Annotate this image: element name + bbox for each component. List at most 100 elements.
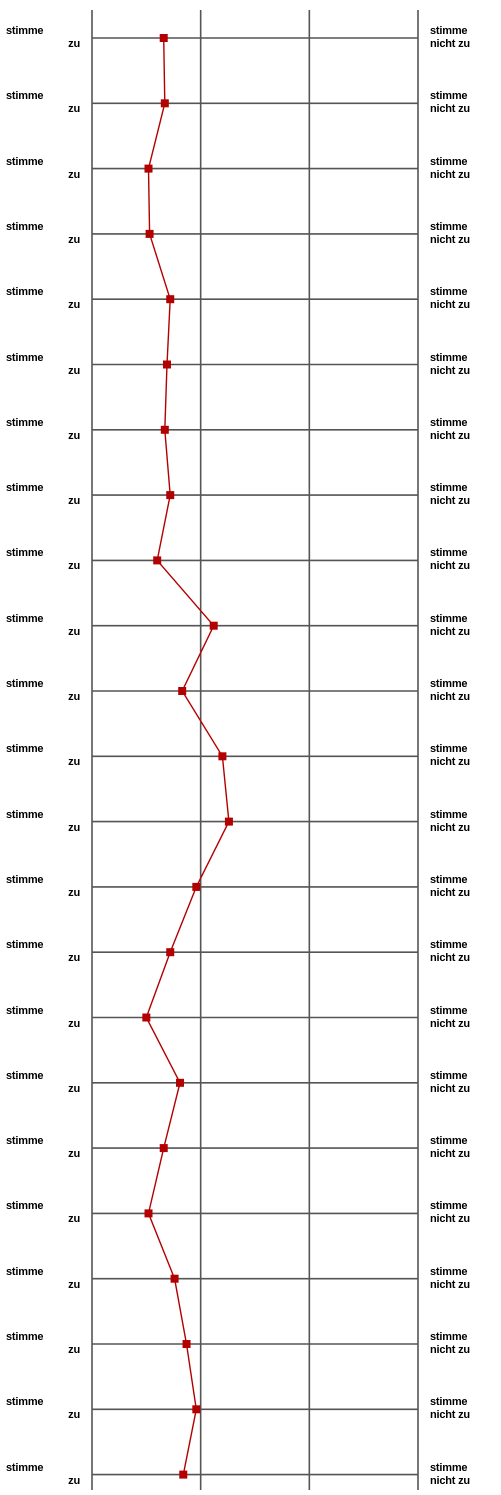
- right-anchor-label-16: stimme nicht zu: [430, 1005, 500, 1031]
- left-anchor-line2: zu: [68, 1148, 80, 1161]
- left-anchor-line2: zu: [68, 756, 80, 769]
- right-anchor-line2: nicht zu: [430, 103, 470, 116]
- left-anchor-line2: zu: [68, 625, 80, 638]
- left-anchor-line1: stimme: [6, 1265, 44, 1278]
- right-anchor-label-20: stimme nicht zu: [430, 1266, 500, 1292]
- data-point-11: [178, 687, 187, 695]
- right-anchor-line1: stimme: [430, 1135, 468, 1148]
- right-anchor-label-21: stimme nicht zu: [430, 1331, 500, 1357]
- left-anchor-line2: zu: [68, 821, 80, 834]
- left-anchor-label-14: stimme zu: [6, 874, 80, 900]
- left-anchor-line1: stimme: [6, 482, 44, 495]
- left-anchor-line2: zu: [68, 1409, 80, 1422]
- right-anchor-label-12: stimme nicht zu: [430, 743, 500, 769]
- left-anchor-line2: zu: [68, 364, 80, 377]
- left-anchor-line2: zu: [68, 1278, 80, 1291]
- left-anchor-line1: stimme: [6, 808, 44, 821]
- right-anchor-line2: nicht zu: [430, 821, 470, 834]
- left-anchor-line1: stimme: [6, 743, 44, 756]
- right-anchor-line2: nicht zu: [430, 1148, 470, 1161]
- left-anchor-label-9: stimme zu: [6, 547, 80, 573]
- left-anchor-line2: zu: [68, 1474, 80, 1487]
- left-anchor-line1: stimme: [6, 1461, 44, 1474]
- right-anchor-line2: nicht zu: [430, 429, 470, 442]
- right-anchor-line1: stimme: [430, 1396, 468, 1409]
- data-point-21: [182, 1340, 191, 1348]
- right-anchor-line1: stimme: [430, 743, 468, 756]
- left-anchor-label-13: stimme zu: [6, 809, 80, 835]
- right-anchor-line1: stimme: [430, 1265, 468, 1278]
- right-anchor-label-11: stimme nicht zu: [430, 678, 500, 704]
- right-anchor-line2: nicht zu: [430, 691, 470, 703]
- right-anchor-label-8: stimme nicht zu: [430, 482, 500, 508]
- left-anchor-line1: stimme: [6, 1331, 44, 1343]
- right-anchor-line1: stimme: [430, 547, 468, 560]
- data-point-9: [153, 556, 162, 565]
- right-anchor-line1: stimme: [430, 1004, 468, 1017]
- left-anchor-label-1: stimme zu: [6, 25, 80, 51]
- left-anchor-line1: stimme: [6, 155, 44, 168]
- right-anchor-line1: stimme: [430, 482, 468, 495]
- left-anchor-line2: zu: [68, 886, 80, 899]
- right-anchor-label-14: stimme nicht zu: [430, 874, 500, 900]
- right-anchor-line2: nicht zu: [430, 364, 470, 377]
- right-anchor-line1: stimme: [430, 286, 468, 299]
- right-anchor-line2: nicht zu: [430, 625, 470, 638]
- data-point-22: [192, 1405, 201, 1414]
- data-point-10: [209, 621, 218, 630]
- left-anchor-label-8: stimme zu: [6, 482, 80, 508]
- data-point-12: [218, 752, 227, 761]
- left-anchor-label-2: stimme zu: [6, 90, 80, 116]
- data-point-18: [159, 1144, 168, 1153]
- right-anchor-label-18: stimme nicht zu: [430, 1135, 500, 1161]
- data-point-6: [162, 360, 171, 369]
- left-anchor-label-10: stimme zu: [6, 613, 80, 639]
- left-anchor-line1: stimme: [6, 351, 44, 364]
- right-anchor-line2: nicht zu: [430, 299, 470, 312]
- right-anchor-line2: nicht zu: [430, 886, 470, 899]
- left-anchor-line2: zu: [68, 299, 80, 312]
- left-anchor-line1: stimme: [6, 612, 44, 625]
- right-anchor-line2: nicht zu: [430, 233, 470, 246]
- right-anchor-label-22: stimme nicht zu: [430, 1396, 500, 1422]
- left-anchor-line1: stimme: [6, 220, 44, 233]
- data-point-17: [176, 1078, 185, 1087]
- left-anchor-line1: stimme: [6, 873, 44, 886]
- right-anchor-label-6: stimme nicht zu: [430, 352, 500, 378]
- right-anchor-line1: stimme: [430, 351, 468, 364]
- right-anchor-line2: nicht zu: [430, 1474, 470, 1487]
- left-anchor-label-23: stimme zu: [6, 1462, 80, 1488]
- right-anchor-line2: nicht zu: [430, 1017, 470, 1030]
- right-anchor-label-15: stimme nicht zu: [430, 939, 500, 965]
- right-anchor-line1: stimme: [430, 1461, 468, 1474]
- left-anchor-label-12: stimme zu: [6, 743, 80, 769]
- right-anchor-line2: nicht zu: [430, 1344, 470, 1356]
- left-anchor-line1: stimme: [6, 678, 44, 690]
- right-anchor-label-7: stimme nicht zu: [430, 417, 500, 443]
- right-anchor-label-19: stimme nicht zu: [430, 1200, 500, 1226]
- right-anchor-label-2: stimme nicht zu: [430, 90, 500, 116]
- left-anchor-line2: zu: [68, 38, 80, 50]
- left-anchor-line2: zu: [68, 1344, 80, 1356]
- left-anchor-line2: zu: [68, 691, 80, 703]
- left-anchor-label-4: stimme zu: [6, 221, 80, 247]
- left-anchor-line1: stimme: [6, 1135, 44, 1148]
- right-anchor-line1: stimme: [430, 416, 468, 429]
- left-anchor-line1: stimme: [6, 547, 44, 560]
- left-anchor-line2: zu: [68, 1082, 80, 1095]
- data-point-3: [144, 164, 153, 173]
- data-point-4: [145, 229, 154, 238]
- data-point-14: [192, 882, 201, 891]
- left-anchor-label-15: stimme zu: [6, 939, 80, 965]
- data-point-7: [160, 425, 169, 434]
- left-anchor-label-5: stimme zu: [6, 286, 80, 312]
- left-anchor-label-19: stimme zu: [6, 1200, 80, 1226]
- data-point-13: [224, 817, 233, 826]
- left-anchor-line2: zu: [68, 168, 80, 181]
- left-anchor-label-18: stimme zu: [6, 1135, 80, 1161]
- left-anchor-line1: stimme: [6, 25, 44, 37]
- right-anchor-line1: stimme: [430, 873, 468, 886]
- data-point-15: [166, 948, 175, 957]
- left-anchor-label-21: stimme zu: [6, 1331, 80, 1357]
